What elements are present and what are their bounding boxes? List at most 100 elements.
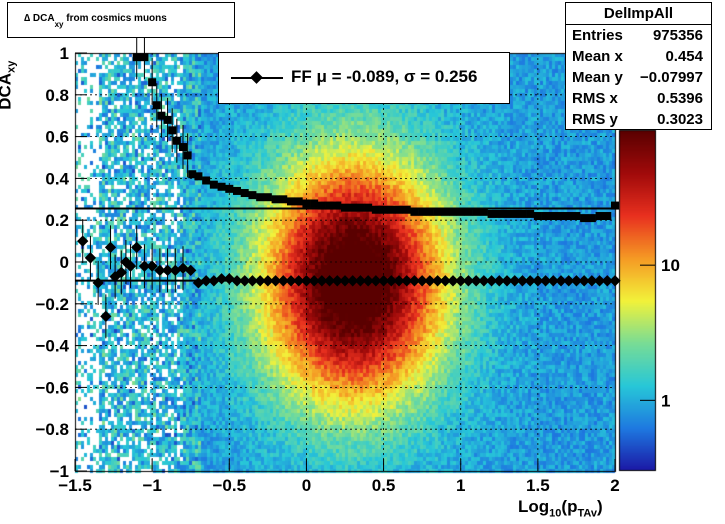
histogram-title-box: ∆ DCAxy from cosmics muons bbox=[7, 2, 235, 38]
ff-point bbox=[246, 275, 259, 287]
x-axis-label: Log10(pTAv) bbox=[518, 497, 603, 519]
square-point bbox=[194, 172, 203, 181]
square-point bbox=[348, 203, 357, 212]
square-point bbox=[152, 101, 161, 110]
square-point bbox=[271, 195, 280, 204]
square-point bbox=[425, 207, 434, 216]
square-point bbox=[449, 207, 457, 216]
ff-point bbox=[455, 275, 467, 287]
ff-point bbox=[462, 275, 475, 287]
square-point bbox=[572, 212, 581, 221]
legend-label: FF μ = -0.089, σ = 0.256 bbox=[291, 67, 478, 86]
square-point bbox=[233, 186, 241, 195]
square-point bbox=[387, 205, 396, 214]
ff-point bbox=[185, 264, 197, 277]
square-point bbox=[510, 209, 519, 218]
square-point bbox=[294, 197, 303, 206]
square-point bbox=[456, 207, 465, 216]
ff-point bbox=[516, 275, 529, 287]
square-point bbox=[402, 205, 411, 214]
square-point bbox=[371, 205, 380, 214]
ff-point bbox=[377, 275, 390, 287]
x-tick-label: 0 bbox=[302, 476, 311, 495]
ff-point bbox=[92, 277, 104, 289]
ff-point bbox=[416, 275, 428, 287]
ff-point bbox=[308, 275, 320, 287]
ff-point bbox=[215, 273, 228, 285]
ff-point bbox=[323, 275, 336, 287]
square-point bbox=[503, 209, 511, 218]
square-point bbox=[433, 207, 442, 216]
stats-key: RMS y bbox=[572, 111, 618, 128]
ff-point bbox=[401, 275, 413, 287]
square-point bbox=[333, 201, 342, 210]
x-tick-label: −1 bbox=[142, 476, 161, 495]
square-point bbox=[172, 136, 181, 145]
square-point bbox=[217, 182, 226, 191]
square-point bbox=[317, 201, 326, 210]
ff-point bbox=[231, 275, 243, 287]
square-point bbox=[325, 201, 334, 210]
square-point bbox=[287, 197, 295, 206]
stats-row: RMS x 0.5396 bbox=[566, 88, 711, 109]
ff-point bbox=[285, 275, 297, 287]
x-tick-label: 2 bbox=[610, 476, 619, 495]
y-tick-label: 0 bbox=[60, 253, 69, 272]
square-point bbox=[549, 212, 558, 221]
ff-point bbox=[293, 275, 305, 287]
y-tick-label: −0.8 bbox=[35, 420, 69, 439]
title-prefix: ∆ DCA bbox=[24, 13, 55, 24]
y-tick-label: −1 bbox=[50, 462, 69, 481]
stats-value: 975356 bbox=[652, 27, 703, 44]
ff-point bbox=[161, 264, 174, 277]
ff-point bbox=[100, 310, 112, 322]
ff-point bbox=[547, 275, 559, 287]
stats-key: RMS x bbox=[572, 90, 618, 107]
stats-box: DelImpAll Entries 975356 Mean x 0.454 Mean… bbox=[565, 2, 712, 130]
ff-point bbox=[601, 275, 613, 287]
ff-point bbox=[138, 260, 151, 272]
ff-point bbox=[370, 275, 382, 287]
ff-point bbox=[408, 275, 421, 287]
square-point bbox=[256, 193, 265, 202]
square-point bbox=[364, 203, 373, 212]
stats-value: −0.07997 bbox=[640, 69, 703, 86]
square-point bbox=[240, 189, 249, 198]
x-axis-label-mid: (p bbox=[561, 497, 578, 516]
square-point bbox=[587, 214, 596, 223]
stats-value: 0.5396 bbox=[657, 90, 703, 107]
y-tick-label: 1 bbox=[60, 44, 69, 63]
x-axis-label-sub1: 10 bbox=[549, 507, 562, 520]
stats-row: RMS y 0.3023 bbox=[566, 109, 711, 130]
ff-point bbox=[501, 275, 513, 287]
ff-point bbox=[200, 275, 212, 287]
square-point bbox=[526, 209, 535, 218]
ff-point bbox=[493, 275, 505, 287]
stats-value: 0.454 bbox=[665, 48, 703, 65]
stats-name: DelImpAll bbox=[566, 3, 711, 25]
title-sub: xy bbox=[54, 20, 64, 29]
square-point bbox=[132, 53, 141, 62]
ff-point bbox=[447, 275, 459, 287]
square-point bbox=[611, 201, 619, 210]
ff-point bbox=[539, 275, 552, 287]
colorbar-tick-label: 1 bbox=[661, 391, 670, 410]
square-point bbox=[479, 207, 488, 216]
x-tick-label: 1 bbox=[456, 476, 465, 495]
ff-point bbox=[269, 275, 282, 287]
stats-key: Mean y bbox=[572, 69, 623, 86]
ff-point bbox=[439, 275, 451, 287]
y-tick-label: 0.2 bbox=[45, 211, 69, 230]
ff-point bbox=[262, 275, 274, 287]
ff-point bbox=[485, 275, 498, 287]
square-point bbox=[410, 207, 419, 216]
x-axis-label-main: Log bbox=[518, 497, 550, 516]
ff-point bbox=[593, 275, 606, 287]
square-point bbox=[603, 212, 612, 221]
ff-point bbox=[354, 275, 367, 287]
y-axis-label-sub: xy bbox=[5, 60, 18, 73]
ff-point bbox=[331, 275, 343, 287]
y-tick-label: −0.2 bbox=[35, 295, 69, 314]
square-point bbox=[472, 207, 481, 216]
